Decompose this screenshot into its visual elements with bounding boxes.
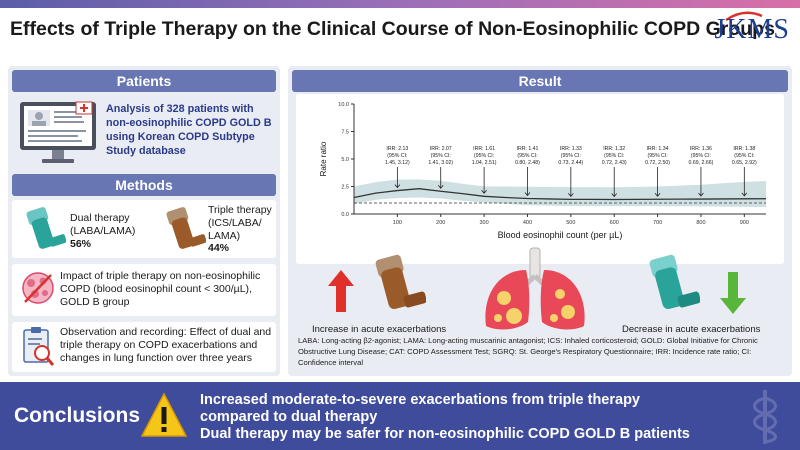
annotation-arrow-head xyxy=(437,184,444,189)
annotation-ci-label: (95% CI: xyxy=(604,153,624,159)
annotation-ci-label: (95% CI: xyxy=(474,153,494,159)
teal-inhaler-icon xyxy=(26,207,66,249)
y-tick-label: 2.5 xyxy=(341,185,349,191)
observation-card: Observation and recording: Effect of dua… xyxy=(12,322,276,372)
blood-cell-icon xyxy=(22,272,54,304)
conclusion-text: Increased moderate-to-severe exacerbatio… xyxy=(200,392,690,443)
annotation-ci: 0.65, 2.92) xyxy=(732,160,757,166)
annotation-arrow-head xyxy=(741,192,748,197)
clipboard-magnifier-icon xyxy=(23,327,55,366)
conclusion-line-3: Dual therapy may be safer for non-eosino… xyxy=(200,426,690,442)
computer-monitor-icon xyxy=(20,101,96,163)
caduceus-watermark-icon xyxy=(753,390,777,444)
conclusion-line-2: compared to dual therapy xyxy=(200,409,378,425)
result-header: Result xyxy=(292,70,788,92)
y-tick-label: 0.0 xyxy=(341,212,349,218)
chart-card: 0.0 2.5 5.0 7.5 10.0 100 200 300 400 500 600 700 800… xyxy=(296,94,784,264)
page-title: Effects of Triple Therapy on the Clinica… xyxy=(10,18,775,40)
x-tick-label: 100 xyxy=(393,220,402,226)
annotation-irr: IRR: 1.32 xyxy=(603,146,625,152)
top-stripe xyxy=(0,0,800,8)
annotation-ci-label: (95% CI: xyxy=(734,153,754,159)
patients-description: Analysis of 328 patients with non-eosino… xyxy=(106,103,272,157)
annotation-arrow-head xyxy=(611,193,618,198)
methods-header: Methods xyxy=(12,174,276,196)
annotation-arrow-head xyxy=(524,192,531,197)
rate-ratio-chart: 0.0 2.5 5.0 7.5 10.0 100 200 300 400 500 600 700 800… xyxy=(319,102,767,240)
annotation-ci: 1.45, 3.12) xyxy=(385,160,410,166)
annotation-ci-label: (95% CI: xyxy=(561,153,581,159)
annotation-ci: 0.73, 2.44) xyxy=(558,160,583,166)
y-tick-label: 10.0 xyxy=(338,102,349,108)
impact-text: Impact of triple therapy on non-eosinoph… xyxy=(60,270,261,308)
annotation-irr: IRR: 1.61 xyxy=(473,146,495,152)
annotation-ci: 0.72, 2.43) xyxy=(602,160,627,166)
journal-logo: JKMS xyxy=(714,14,790,45)
annotation-ci: 0.72, 2.50) xyxy=(645,160,670,166)
annotation-irr: IRR: 1.33 xyxy=(560,146,582,152)
annotation-arrow-head xyxy=(698,192,704,197)
therapy-card: Dual therapy (LABA/LAMA) 56% Triple ther… xyxy=(12,200,276,258)
annotation-irr: IRR: 2.07 xyxy=(430,146,452,152)
dual-therapy-percent: 56% xyxy=(70,238,92,250)
teal-inhaler-large-icon xyxy=(649,254,700,310)
lungs-icon xyxy=(485,247,585,330)
patients-header: Patients xyxy=(12,70,276,92)
x-tick-label: 900 xyxy=(740,220,749,226)
annotation-ci: 0.80, 2.48) xyxy=(515,160,540,166)
annotation-irr: IRR: 1.41 xyxy=(517,146,539,152)
logo-swoosh-icon xyxy=(725,11,763,22)
abbreviation-footnote: LABA: Long-acting β2-agonist; LAMA: Long… xyxy=(298,336,758,367)
x-tick-label: 700 xyxy=(653,220,662,226)
annotation-ci-label: (95% CI: xyxy=(647,153,667,159)
annotation-ci: 1.04, 2.51) xyxy=(472,160,497,166)
brown-inhaler-icon xyxy=(166,207,206,249)
annotation-arrow-head xyxy=(654,193,661,197)
annotation-ci-label: (95% CI: xyxy=(431,153,451,159)
brown-inhaler-large-icon xyxy=(375,254,426,310)
warning-icon xyxy=(140,392,188,437)
conclusions-bar: Conclusions Increased moderate-to-severe… xyxy=(0,382,800,450)
impact-card: Impact of triple therapy on non-eosinoph… xyxy=(12,264,276,316)
x-tick-label: 500 xyxy=(566,220,575,226)
annotation-arrow-head xyxy=(481,190,487,194)
annotation-irr: IRR: 1.36 xyxy=(690,146,712,152)
triple-therapy-percent: 44% xyxy=(208,242,230,254)
up-arrow-icon xyxy=(328,270,354,312)
x-tick-label: 800 xyxy=(696,220,705,226)
x-axis-label: Blood eosinophil count (per µL) xyxy=(498,230,623,240)
annotation-ci-label: (95% CI: xyxy=(517,153,537,159)
dual-therapy-label: Dual therapy (LABA/LAMA) xyxy=(70,212,136,237)
y-tick-label: 5.0 xyxy=(341,157,349,163)
x-tick-label: 200 xyxy=(436,220,445,226)
annotation-ci: 1.41, 3.02) xyxy=(428,160,453,166)
annotation-irr: IRR: 2.13 xyxy=(386,146,408,152)
decrease-label: Decrease in acute exacerbations xyxy=(622,324,761,335)
right-panel: Result 0.0 2.5 5.0 7.5 10.0 100 200 300 400 500 60… xyxy=(288,66,792,376)
left-panel: Patients Analysis of 328 patients with n… xyxy=(8,66,280,376)
observation-text: Observation and recording: Effect of dua… xyxy=(60,326,272,364)
annotation-irr: IRR: 1.38 xyxy=(733,146,755,152)
x-tick-label: 600 xyxy=(610,220,619,226)
annotation-ci-label: (95% CI: xyxy=(691,153,711,159)
rate-ratio-curve xyxy=(353,188,767,201)
conclusions-label: Conclusions xyxy=(14,404,141,427)
annotation-arrow-head xyxy=(394,184,401,189)
y-tick-label: 7.5 xyxy=(341,130,349,136)
x-tick-label: 400 xyxy=(523,220,532,226)
annotation-ci-label: (95% CI: xyxy=(387,153,407,159)
annotation-irr: IRR: 1.34 xyxy=(647,146,669,152)
conclusion-line-1: Increased moderate-to-severe exacerbatio… xyxy=(200,392,640,408)
triple-therapy-label: Triple therapy (ICS/LABA/ LAMA) xyxy=(208,204,272,242)
increase-label: Increase in acute exacerbations xyxy=(312,324,447,335)
y-axis-label: Rate ratio xyxy=(319,141,328,176)
x-tick-label: 300 xyxy=(480,220,489,226)
down-arrow-icon xyxy=(720,272,746,314)
annotation-arrow-head xyxy=(568,193,574,197)
annotation-ci: 0.69, 2.66) xyxy=(689,160,714,166)
